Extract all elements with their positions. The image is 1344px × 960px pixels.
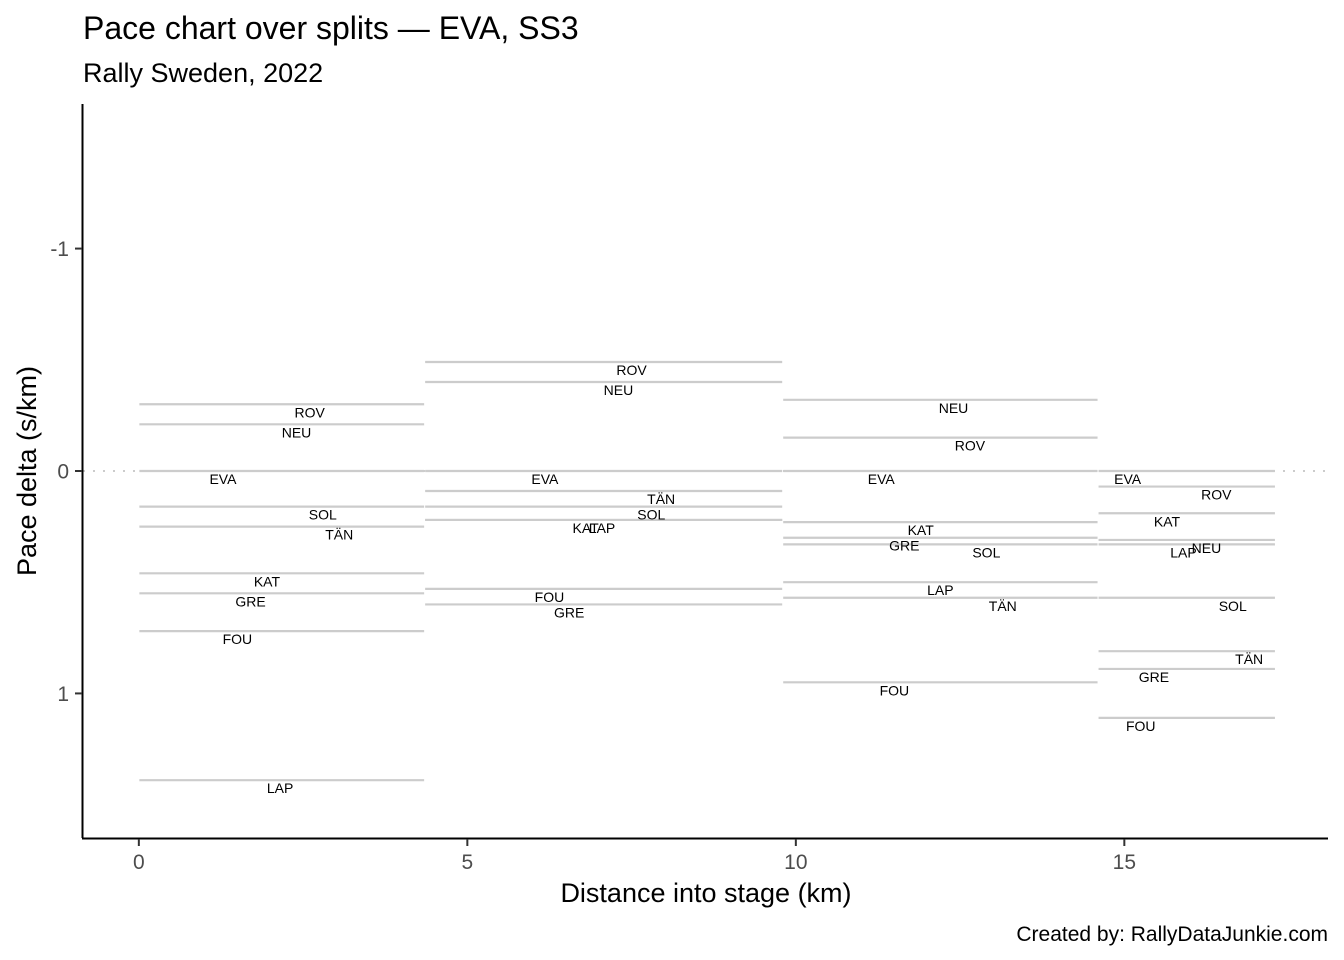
driver-label-fou-split-2: FOU — [535, 589, 565, 605]
driver-label-eva-split-4: EVA — [1114, 471, 1142, 487]
y-tick-label: 0 — [57, 461, 69, 484]
driver-label-kat-split-1: KAT — [254, 573, 281, 589]
driver-label-lap-split-2: LAP — [589, 520, 615, 536]
driver-label-rov-split-3: ROV — [955, 438, 986, 454]
driver-label-neu-split-1: NEU — [282, 424, 312, 440]
driver-label-rov-split-4: ROV — [1201, 487, 1232, 503]
x-tick-label: 10 — [784, 851, 807, 874]
driver-label-rov-split-1: ROV — [294, 404, 325, 420]
driver-label-tän-split-4: TÄN — [1235, 651, 1263, 667]
driver-label-fou-split-3: FOU — [880, 682, 910, 698]
driver-label-neu-split-4: NEU — [1192, 540, 1222, 556]
driver-label-tän-split-2: TÄN — [647, 491, 675, 507]
x-axis-ticks: 0 5 10 15 — [133, 839, 1136, 874]
x-axis-title: Distance into stage (km) — [560, 878, 851, 908]
y-axis-ticks: -1 0 1 — [50, 238, 82, 706]
driver-label-kat-split-2: KAT — [572, 520, 599, 536]
driver-label-lap-split-3: LAP — [927, 582, 953, 598]
driver-label-fou-split-4: FOU — [1126, 718, 1156, 734]
driver-label-sol-split-1: SOL — [309, 507, 337, 523]
x-tick-label: 5 — [461, 851, 473, 874]
pace-segments-layer — [139, 360, 1275, 782]
driver-label-rov-split-2: ROV — [616, 362, 647, 378]
chart-title: Pace chart over splits — EVA, SS3 — [83, 10, 579, 46]
driver-label-lap-split-4: LAP — [1170, 544, 1196, 560]
x-tick-label: 0 — [133, 851, 145, 874]
driver-label-sol-split-2: SOL — [637, 507, 665, 523]
y-tick-label: 1 — [57, 683, 69, 706]
driver-label-neu-split-2: NEU — [604, 382, 634, 398]
driver-label-fou-split-1: FOU — [223, 631, 253, 647]
driver-label-tän-split-1: TÄN — [325, 527, 353, 543]
driver-label-gre-split-3: GRE — [889, 538, 919, 554]
driver-label-lap-split-1: LAP — [267, 780, 293, 796]
driver-label-sol-split-4: SOL — [1219, 598, 1247, 614]
driver-label-kat-split-4: KAT — [1154, 513, 1181, 529]
driver-label-eva-split-1: EVA — [209, 471, 237, 487]
driver-label-eva-split-3: EVA — [868, 471, 896, 487]
chart-caption: Created by: RallyDataJunkie.com — [1016, 923, 1328, 946]
driver-label-kat-split-3: KAT — [908, 522, 935, 538]
driver-label-tän-split-3: TÄN — [989, 598, 1017, 614]
driver-label-neu-split-3: NEU — [939, 400, 969, 416]
y-axis-title: Pace delta (s/km) — [12, 366, 42, 576]
chart-subtitle: Rally Sweden, 2022 — [83, 58, 323, 88]
driver-label-gre-split-4: GRE — [1139, 669, 1169, 685]
x-tick-label: 15 — [1113, 851, 1136, 874]
driver-label-gre-split-2: GRE — [554, 604, 584, 620]
driver-labels-layer: EVA EVA EVA EVA ROV ROV ROV ROV NEU NEU NEU NEU SOL S… — [209, 362, 1263, 796]
driver-label-sol-split-3: SOL — [972, 544, 1000, 560]
driver-label-gre-split-1: GRE — [235, 593, 265, 609]
driver-label-eva-split-2: EVA — [531, 471, 559, 487]
y-tick-label: -1 — [50, 238, 69, 261]
